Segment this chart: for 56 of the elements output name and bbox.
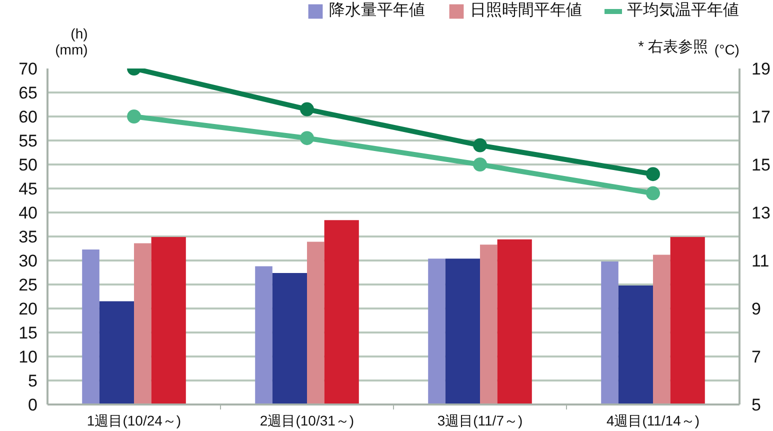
y2-tick-label: 9 [752,300,761,318]
y2-tick-label: 19 [752,60,770,78]
x-tick-label: 3週目(11/7～) [437,412,523,428]
bar [497,239,532,404]
bar [324,220,359,404]
bar [653,254,670,404]
y-axis-title: (h) (mm) [55,26,88,58]
y2-tick-label: 13 [752,204,770,222]
bar [99,301,134,404]
bar [255,266,272,404]
point [300,131,314,146]
y-tick-label: 20 [18,300,38,318]
legend-label: 日照時間平年値 [470,0,582,21]
y-tick-label: 35 [18,228,38,246]
point [646,167,660,182]
point [473,138,487,152]
y-tick-label: 25 [18,276,38,294]
bar [670,236,705,404]
y-tick-label: 55 [18,132,38,150]
y2-tick-label: 11 [752,252,770,270]
y-tick-label: 45 [18,180,38,198]
bar [428,258,446,404]
y-tick-label: 10 [18,348,38,366]
bar [618,285,653,404]
y-tick-label: 60 [18,108,38,126]
y2-tick-label: 15 [752,156,770,174]
y2-tick-label: 5 [752,396,761,414]
x-tick-label: 2週目(10/31～) [260,412,354,428]
y2-tick-label: 17 [752,108,770,126]
bar [82,249,100,404]
bar [151,236,186,404]
y-tick-label: 15 [18,324,38,342]
bar [272,272,307,404]
point [473,158,487,172]
point [300,102,314,116]
y-tick-label: 30 [18,252,38,270]
x-tick-label: 1週目(10/24～) [86,412,182,428]
y-tick-label: 65 [18,84,38,102]
bar [480,244,498,404]
point [127,110,141,124]
y2-tick-label: 7 [752,348,761,366]
y2-axis-title: (°C) [714,42,740,58]
y-tick-label: 5 [28,372,38,390]
bar [307,242,324,404]
y-tick-label: 0 [28,396,38,414]
bar [601,261,618,404]
text: * 右表参照 [638,38,708,56]
bar [445,258,480,404]
x-tick-label: 4週目(11/14～) [606,412,700,428]
legend-label: 降水量平年値 [329,0,425,21]
bar [134,243,152,404]
legend-label: 平均気温平年値 [627,1,739,21]
y-tick-label: 40 [18,204,38,222]
y-tick-label: 70 [18,60,38,78]
point [646,186,660,200]
y-tick-label: 50 [18,156,38,174]
